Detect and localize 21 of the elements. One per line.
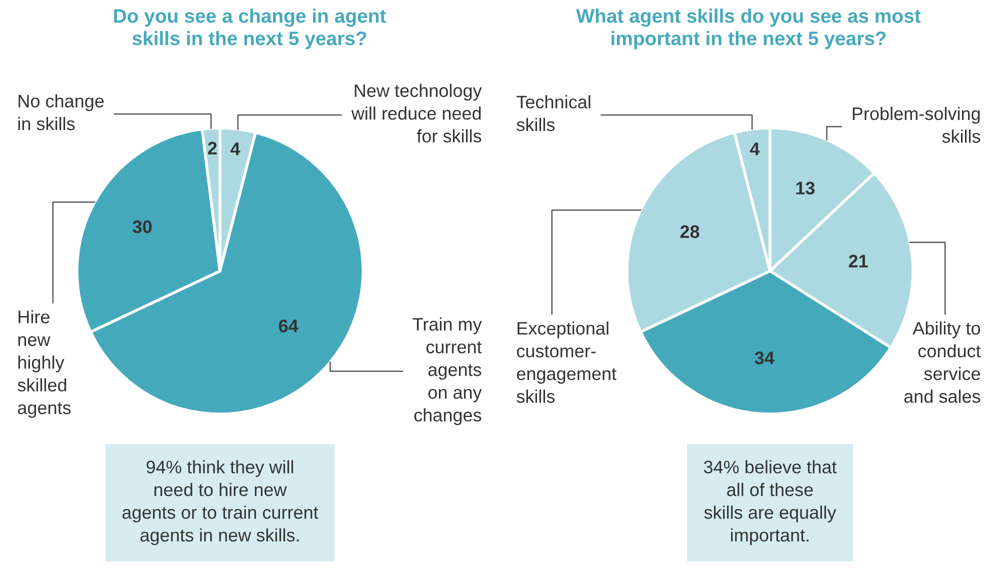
data-label: 4 (750, 142, 760, 156)
slice-label: New technology will reduce need for skills (351, 84, 482, 143)
slice-label: No change in skills (18, 94, 104, 130)
slice-label: Exceptional customer- engagement skills (516, 321, 616, 403)
slice-label: Technical skills (516, 95, 590, 132)
slice-label: Problem-solving skills (852, 106, 980, 143)
chart-title: Do you see a change in agent skills in the next 5 years? (114, 8, 386, 50)
text: 94% think they will need to hire new agents or to train current agents in new skills. (122, 460, 318, 546)
slice-label: Hire new highly skilled agents (18, 310, 71, 418)
data-label: 4 (230, 142, 240, 156)
data-label: 13 (796, 182, 815, 195)
data-label: 2 (208, 142, 217, 154)
data-label: 28 (680, 225, 700, 238)
slice-label: Train my current agents on any changes (412, 317, 482, 426)
data-label: 64 (278, 320, 298, 332)
chart-title: What agent skills do you see as most important in the next 5 years? (576, 8, 921, 50)
text: 34% believe that all of these skills are equally important. (704, 460, 837, 546)
data-label: 30 (132, 220, 152, 234)
data-label: 21 (848, 254, 868, 268)
slice-label: Ability to conduct service and sales (904, 321, 981, 403)
data-label: 34 (754, 352, 774, 364)
